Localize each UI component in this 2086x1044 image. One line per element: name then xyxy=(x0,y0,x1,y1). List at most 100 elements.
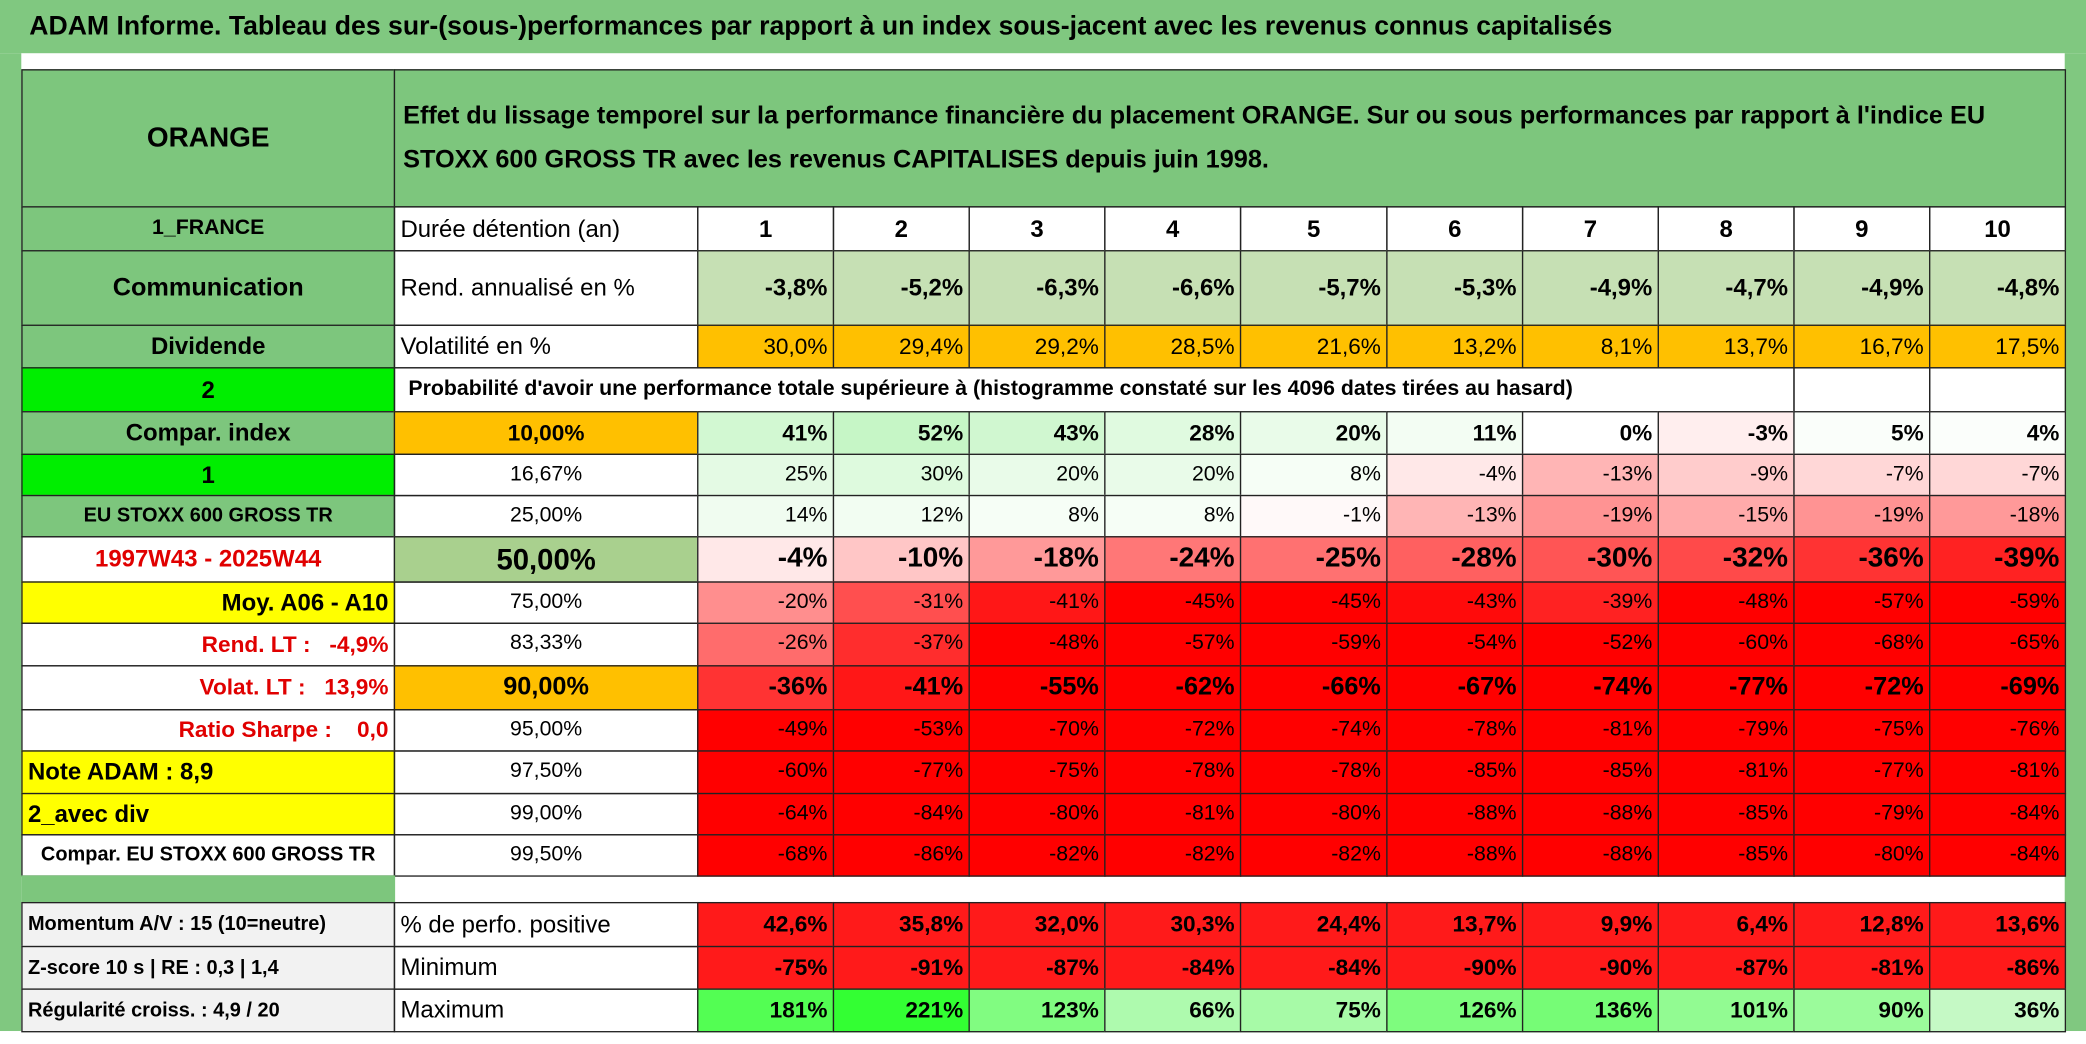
percentile-value: -26% xyxy=(697,622,835,667)
percentile-value: -86% xyxy=(832,834,970,877)
duration-value: 3 xyxy=(968,206,1106,252)
left-label: 1997W43 - 2025W44 xyxy=(21,536,396,583)
percentile-value: -55% xyxy=(968,665,1106,711)
percentile-value: -39% xyxy=(1521,581,1659,624)
return-value: -5,7% xyxy=(1239,250,1388,326)
percentile-value: -64% xyxy=(697,792,835,836)
percentile-value: -70% xyxy=(968,709,1106,752)
percentile-value: -36% xyxy=(1793,536,1931,583)
percentile-value: -4% xyxy=(1386,453,1524,497)
percentile-level: 83,33% xyxy=(393,622,699,667)
percentile-value: -80% xyxy=(968,792,1106,836)
percentile-value: -77% xyxy=(1657,665,1795,711)
percentile-value: 28% xyxy=(1104,411,1242,455)
percentile-value: -48% xyxy=(968,622,1106,667)
percentile-value: -75% xyxy=(968,750,1106,795)
duration-value: 1 xyxy=(697,206,835,252)
percentile-value: -85% xyxy=(1386,750,1524,795)
frame-left xyxy=(0,53,22,1044)
percentile-value: -4% xyxy=(697,536,835,583)
left-label: Compar. index xyxy=(21,411,396,455)
percentile-value: 12% xyxy=(832,494,970,538)
duration-value: 2 xyxy=(832,206,970,252)
percentile-value: -81% xyxy=(1657,750,1795,795)
percentile-value: -15% xyxy=(1657,494,1795,538)
percentile-value: 25% xyxy=(697,453,835,497)
percentile-value: -49% xyxy=(697,709,835,752)
percentile-value: -74% xyxy=(1521,665,1659,711)
percentile-value: -69% xyxy=(1929,665,2067,711)
return-value: -6,3% xyxy=(968,250,1106,326)
percentile-value: -41% xyxy=(968,581,1106,624)
percentile-value: -18% xyxy=(968,536,1106,583)
left-label: Moy. A06 - A10 xyxy=(21,581,396,624)
duration-value: 7 xyxy=(1521,206,1659,252)
stat-value: -90% xyxy=(1386,945,1524,990)
row-label: % de perfo. positive xyxy=(393,901,699,948)
return-value: -4,9% xyxy=(1521,250,1659,326)
percentile-value: -82% xyxy=(1239,834,1388,877)
percentile-value: -25% xyxy=(1239,536,1388,583)
stat-value: 13,6% xyxy=(1929,901,2067,948)
percentile-level: 10,00% xyxy=(393,411,699,455)
percentile-value: -31% xyxy=(832,581,970,624)
left-label: Ratio Sharpe : 0,0 xyxy=(21,709,396,752)
percentile-value: -80% xyxy=(1239,792,1388,836)
percentile-value: -1% xyxy=(1239,494,1388,538)
percentile-value: -67% xyxy=(1386,665,1524,711)
left-label: Z-score 10 s | RE : 0,3 | 1,4 xyxy=(21,945,396,990)
duration-value: 6 xyxy=(1386,206,1524,252)
left-label: 1 xyxy=(21,453,396,497)
return-value: -4,8% xyxy=(1929,250,2067,326)
separator xyxy=(21,875,396,904)
stat-value: -84% xyxy=(1104,945,1242,990)
stat-value: -75% xyxy=(697,945,835,990)
percentile-value: 5% xyxy=(1793,411,1931,455)
percentile-value: -3% xyxy=(1657,411,1795,455)
row-label: Minimum xyxy=(393,945,699,990)
percentile-value: -68% xyxy=(1793,622,1931,667)
volatility-value: 29,4% xyxy=(832,324,970,369)
stat-value: 181% xyxy=(697,988,835,1033)
percentile-value: -88% xyxy=(1386,792,1524,836)
percentile-value: 8% xyxy=(1239,453,1388,497)
return-value: -4,7% xyxy=(1657,250,1795,326)
percentile-value: -10% xyxy=(832,536,970,583)
left-label: 1_FRANCE xyxy=(21,206,396,252)
percentile-level: 95,00% xyxy=(393,709,699,752)
left-label: 2_avec div xyxy=(21,792,396,836)
percentile-value: -77% xyxy=(832,750,970,795)
percentile-value: -24% xyxy=(1104,536,1242,583)
percentile-value: -66% xyxy=(1239,665,1388,711)
percentile-value: -76% xyxy=(1929,709,2067,752)
percentile-value: 43% xyxy=(968,411,1106,455)
percentile-value: 30% xyxy=(832,453,970,497)
percentile-value: -41% xyxy=(832,665,970,711)
stat-value: -90% xyxy=(1521,945,1659,990)
percentile-value: -79% xyxy=(1793,792,1931,836)
left-label: Volat. LT : 13,9% xyxy=(21,665,396,711)
percentile-value: -7% xyxy=(1929,453,2067,497)
percentile-value: -36% xyxy=(697,665,835,711)
left-label: Communication xyxy=(21,250,396,326)
return-value: -3,8% xyxy=(697,250,835,326)
percentile-value: -18% xyxy=(1929,494,2067,538)
percentile-level: 99,00% xyxy=(393,792,699,836)
volatility-value: 30,0% xyxy=(697,324,835,369)
volatility-value: 16,7% xyxy=(1793,324,1931,369)
percentile-value: -19% xyxy=(1793,494,1931,538)
duration-value: 10 xyxy=(1929,206,2067,252)
percentile-value: -52% xyxy=(1521,622,1659,667)
percentile-value: -45% xyxy=(1239,581,1388,624)
stat-value: 75% xyxy=(1239,988,1388,1033)
left-label: Rend. LT : -4,9% xyxy=(21,622,396,667)
empty-cell xyxy=(1929,367,2067,413)
percentile-value: -39% xyxy=(1929,536,2067,583)
section-title: Probabilité d'avoir une performance tota… xyxy=(393,367,1795,413)
stat-value: 6,4% xyxy=(1657,901,1795,948)
stat-value: 36% xyxy=(1929,988,2067,1033)
percentile-value: -78% xyxy=(1386,709,1524,752)
stat-value: -87% xyxy=(968,945,1106,990)
percentile-value: -82% xyxy=(1104,834,1242,877)
